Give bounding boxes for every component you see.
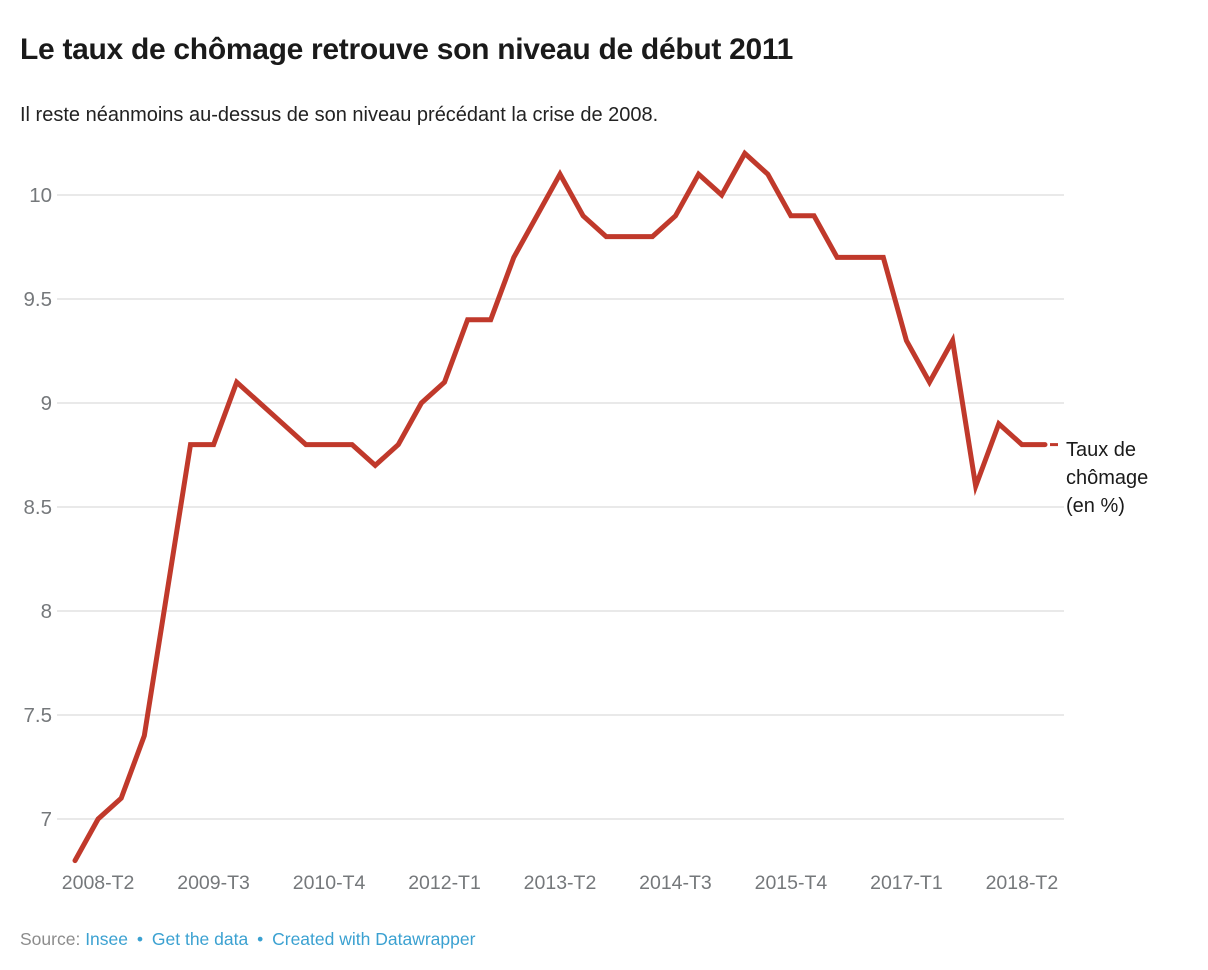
x-axis-tick-label: 2017-T1 — [870, 872, 943, 894]
series-end-label-line1: Taux de — [1066, 439, 1137, 461]
source-label: Source: — [20, 929, 81, 949]
x-axis-tick-label: 2015-T4 — [755, 872, 828, 894]
series-end-label-line3: (en %) — [1066, 495, 1125, 517]
x-axis-tick-label: 2012-T1 — [408, 872, 481, 894]
x-axis-tick-label: 2008-T2 — [62, 872, 135, 894]
y-axis-tick-label: 7 — [41, 808, 52, 831]
chart-footer: Source: Insee • Get the data • Created w… — [20, 929, 475, 950]
y-axis-tick-label: 10 — [29, 184, 52, 207]
footer-separator: • — [257, 929, 264, 949]
source-link[interactable]: Insee — [85, 929, 128, 949]
x-axis-tick-label: 2009-T3 — [177, 872, 250, 894]
x-axis-tick-label: 2018-T2 — [986, 872, 1059, 894]
x-axis-tick-label: 2010-T4 — [293, 872, 366, 894]
datawrapper-credit-link[interactable]: Created with Datawrapper — [272, 929, 476, 949]
series-end-label-line2: chômage — [1066, 467, 1149, 489]
y-axis-tick-label: 8 — [41, 600, 52, 623]
chart-subtitle: Il reste néanmoins au-dessus de son nive… — [20, 104, 659, 126]
series-end-label: Taux de chômage (en %) — [1066, 436, 1148, 520]
y-axis-tick-label: 9.5 — [24, 288, 53, 311]
get-data-link[interactable]: Get the data — [151, 929, 249, 949]
footer-separator: • — [136, 929, 144, 949]
chart-title: Le taux de chômage retrouve son niveau d… — [20, 33, 793, 67]
y-axis-tick-label: 8.5 — [24, 496, 53, 519]
unemployment-rate-line — [72, 149, 1048, 864]
y-axis-tick-label: 9 — [41, 392, 52, 415]
x-axis-tick-label: 2013-T2 — [524, 872, 597, 894]
y-axis-tick-label: 7.5 — [24, 704, 53, 727]
x-axis-tick-label: 2014-T3 — [639, 872, 712, 894]
